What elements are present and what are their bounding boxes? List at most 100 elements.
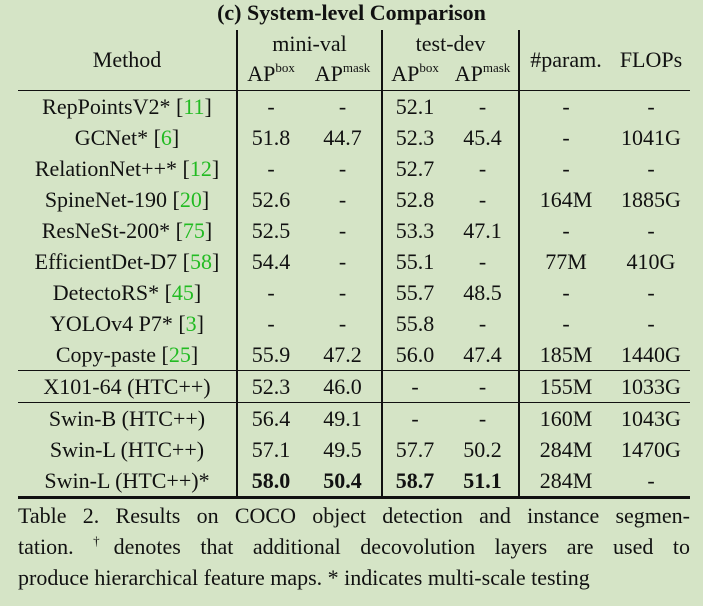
cell-param: 284M: [518, 434, 612, 465]
cell-td-box: 55.1: [381, 246, 447, 277]
cell-mv-mask: 46.0: [323, 374, 362, 399]
header-minival: mini-val: [236, 30, 382, 58]
cell-td-mask: 47.4: [463, 342, 502, 367]
cell-flops: -: [647, 280, 655, 305]
method-cell: SpineNet-190 [20]: [44, 187, 210, 212]
cell-mv-box: 52.3: [236, 370, 304, 403]
cell-param: 185M: [518, 339, 612, 371]
header-minival-apbox: APbox: [236, 58, 304, 91]
cell-flops: 1041G: [621, 125, 681, 150]
cell-param: 155M: [518, 370, 612, 403]
cell-td-box: 53.3: [381, 215, 447, 246]
table-caption: Table 2. Results on COCO object detectio…: [18, 500, 690, 593]
header-minival-apmask: APmask: [314, 60, 371, 86]
header-testdev: test-dev: [381, 30, 519, 58]
cell-flops: -: [647, 311, 655, 336]
cell-mv-box: 52.6: [236, 184, 304, 215]
table-row: RepPointsV2* [11] - -52.1- - -: [18, 90, 690, 122]
table-row: Copy-paste [25] 55.9 47.2 56.0 47.4 185M 1440G: [18, 339, 690, 371]
caption-line-3: produce hierarchical feature maps. * ind…: [18, 565, 590, 590]
cell-mv-mask: 50.4: [323, 468, 362, 493]
cell-td-box: -: [381, 402, 447, 434]
method-cell: RepPointsV2* [11]: [42, 94, 212, 119]
citation-link[interactable]: 6: [160, 125, 172, 150]
cell-td-box: 58.7: [381, 465, 447, 498]
cell-mv-mask: 47.2: [323, 342, 362, 367]
cell-td-mask: 47.1: [463, 218, 502, 243]
cell-flops: 1440G: [621, 342, 681, 367]
cell-param: 160M: [518, 402, 612, 434]
citation-link[interactable]: 20: [179, 187, 202, 212]
cell-mv-box: 52.5: [236, 215, 304, 246]
cell-flops: 1043G: [621, 406, 681, 431]
cell-param: -: [518, 308, 612, 339]
cell-td-box: 55.7: [381, 277, 447, 308]
cell-mv-mask: -: [338, 249, 347, 274]
method-cell: Swin-B (HTC++): [48, 406, 206, 431]
cell-mv-box: 57.1: [236, 434, 304, 465]
citation-link[interactable]: 3: [185, 311, 197, 336]
cell-mv-mask: 49.1: [323, 406, 362, 431]
cell-param: -: [518, 277, 612, 308]
cell-mv-mask: -: [338, 94, 347, 119]
table-row: RelationNet++* [12] - -52.7- - -: [18, 153, 690, 184]
method-cell: EfficientDet-D7 [58]: [34, 249, 220, 274]
cell-flops: 410G: [626, 249, 676, 274]
citation-link[interactable]: 11: [183, 94, 205, 119]
cell-param: -: [518, 215, 612, 246]
cell-mv-box: 56.4: [236, 402, 304, 434]
cell-td-mask: 51.1: [463, 468, 502, 493]
table-row: GCNet* [6] 51.8 44.7 52.3 45.4-1041G: [18, 122, 690, 153]
header-testdev-apbox: APbox: [381, 58, 447, 91]
method-cell: RelationNet++* [12]: [34, 156, 220, 181]
cell-td-mask: -: [478, 406, 487, 431]
cell-mv-box: -: [236, 90, 304, 122]
cell-mv-mask: -: [338, 156, 347, 181]
header-testdev-apmask: APmask: [454, 60, 511, 86]
cell-td-box: 52.3: [381, 122, 447, 153]
citation-link[interactable]: 12: [189, 156, 212, 181]
caption-line-1: Table 2. Results on COCO object detectio…: [18, 503, 690, 528]
cell-td-mask: 45.4: [463, 125, 502, 150]
header-param: #param.: [518, 30, 612, 91]
cell-td-mask: -: [478, 249, 487, 274]
citation-link[interactable]: 75: [182, 218, 205, 243]
cell-mv-box: 55.9: [236, 339, 304, 371]
cell-flops: -: [647, 218, 655, 243]
table-row: SpineNet-190 [20] 52.6 - 52.8 - 164M 1885G: [18, 184, 690, 215]
header-flops: FLOPs: [619, 47, 683, 72]
cell-mv-mask: -: [338, 280, 347, 305]
table-row: X101-64 (HTC++) 52.3 46.0- -155M 1033G: [18, 370, 690, 403]
dagger-mark: †: [93, 533, 114, 548]
cell-mv-mask: 44.7: [323, 125, 362, 150]
table-row: Swin-L (HTC++)* 58.0 50.4 58.7 51.1 284M -: [18, 465, 690, 498]
method-cell: X101-64 (HTC++): [43, 374, 211, 399]
citation-link[interactable]: 45: [171, 280, 194, 305]
cell-mv-box: -: [236, 277, 304, 308]
cell-flops: 1033G: [621, 374, 681, 399]
cell-td-mask: -: [478, 187, 487, 212]
header-method: Method: [92, 47, 162, 72]
cell-td-box: -: [381, 370, 447, 403]
cell-param: -: [518, 90, 612, 122]
method-cell: Swin-L (HTC++)*: [44, 468, 210, 493]
citation-link[interactable]: 58: [190, 249, 213, 274]
cell-td-mask: 48.5: [463, 280, 502, 305]
cell-mv-box: 51.8: [236, 122, 304, 153]
method-cell: DetectoRS* [45]: [52, 280, 202, 305]
cell-mv-box: 54.4: [236, 246, 304, 277]
table-row: DetectoRS* [45] - -55.7 48.5- -: [18, 277, 690, 308]
table-row: EfficientDet-D7 [58] 54.4 - 55.1 - 77M 410G: [18, 246, 690, 277]
cell-flops: -: [647, 156, 655, 181]
cell-td-mask: -: [478, 311, 487, 336]
cell-flops: -: [647, 94, 655, 119]
cell-td-box: 52.8: [381, 184, 447, 215]
method-cell: YOLOv4 P7* [3]: [50, 311, 204, 336]
cell-param: -: [518, 153, 612, 184]
cell-param: -: [518, 122, 612, 153]
cell-mv-mask: -: [338, 218, 347, 243]
cell-param: 284M: [518, 465, 612, 498]
cell-td-box: 57.7: [381, 434, 447, 465]
cell-mv-mask: -: [338, 187, 347, 212]
citation-link[interactable]: 25: [168, 342, 191, 367]
